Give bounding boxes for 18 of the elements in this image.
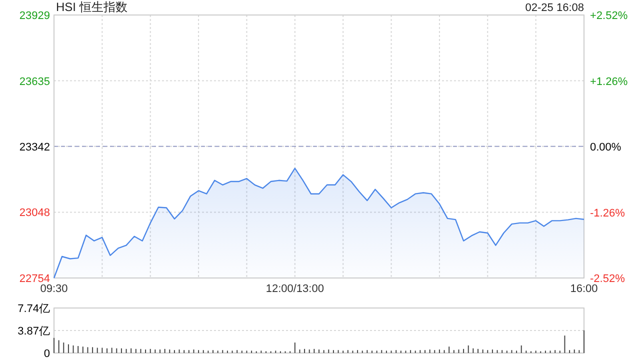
x-tick-label: 09:30 [40,283,68,295]
y-tick-label: 3.87亿 [18,326,50,338]
y-tick-label: 23048 [19,207,50,220]
y2-tick-label: 0.00% [590,142,622,154]
y-tick-label: 0 [44,348,50,360]
y-tick-label: 7.74亿 [18,303,50,315]
y2-tick-label: -2.52% [590,273,626,285]
y2-tick-label: -1.26% [590,207,626,220]
y-tick-label: 23635 [19,76,50,88]
text: 02-25 16:08 [525,2,584,14]
y2-tick-label: +2.52% [590,10,628,22]
y-tick-label: 23342 [19,141,50,154]
y-tick-label: 23929 [19,10,50,22]
y2-tick-label: +1.26% [590,76,628,88]
chart-title: HSI 恒生指数 [56,0,128,14]
x-tick-label: 16:00 [570,283,598,295]
x-tick-label: 12:00/13:00 [266,283,324,295]
y-tick-label: 22754 [19,273,50,285]
